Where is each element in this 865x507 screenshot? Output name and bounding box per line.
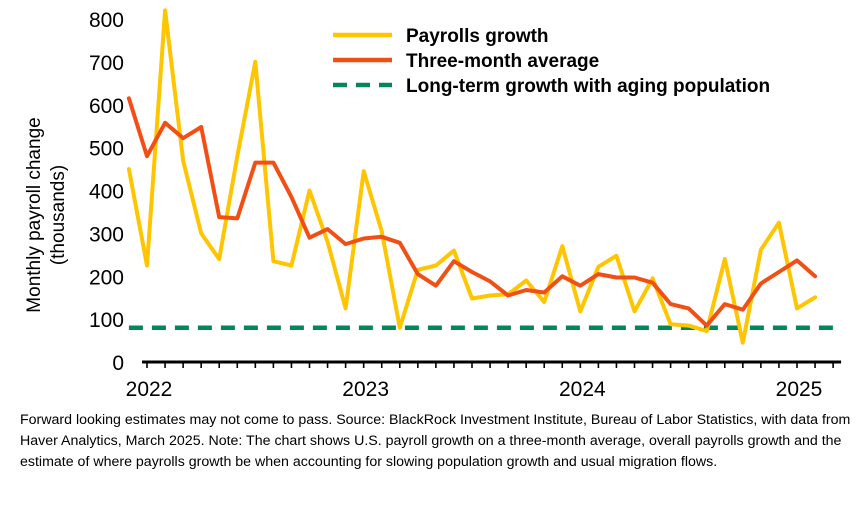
- y-tick-label: 100: [89, 309, 124, 332]
- y-tick-labels: 0 100 200 300 400 500 600 700 800: [89, 9, 124, 375]
- footnote-body: Source: BlackRock Investment Institute, …: [20, 412, 851, 470]
- y-axis-title-line: (thousands): [48, 165, 69, 265]
- x-tick-label: 2023: [342, 378, 389, 401]
- series-layer: [126, 8, 834, 345]
- chart-svg: Monthly payroll change (thousands) 0 100 20…: [24, 8, 842, 401]
- y-tick-label: 200: [89, 266, 124, 289]
- x-tick-label: 2022: [126, 378, 173, 401]
- legend-label: Long-term growth with aging population: [406, 76, 770, 97]
- x-tick-label: 2025: [776, 378, 823, 401]
- y-tick-label: 300: [89, 223, 124, 246]
- footnote-lead: Forward looking estimates may not come t…: [20, 412, 333, 428]
- legend-label: Three-month average: [406, 51, 599, 72]
- series-line-payrolls-growth: [126, 8, 818, 345]
- series-line-three-month-average: [126, 96, 818, 328]
- x-tick-label: 2024: [559, 378, 606, 401]
- legend: Payrolls growth Three-month average Long-…: [333, 26, 770, 97]
- y-tick-label: 0: [112, 352, 124, 375]
- y-tick-label: 600: [89, 95, 124, 118]
- y-tick-label: 500: [89, 138, 124, 161]
- x-axis: [142, 360, 842, 368]
- x-tick-labels: 2022 2023 2024 2025: [126, 378, 823, 401]
- footnote: Forward looking estimates may not come t…: [20, 410, 858, 473]
- y-axis-title: Monthly payroll change (thousands): [24, 117, 69, 312]
- legend-label: Payrolls growth: [406, 26, 549, 47]
- y-axis-title-line: Monthly payroll change: [24, 117, 45, 312]
- y-tick-label: 400: [89, 181, 124, 204]
- y-tick-label: 800: [89, 9, 124, 32]
- y-tick-label: 700: [89, 52, 124, 75]
